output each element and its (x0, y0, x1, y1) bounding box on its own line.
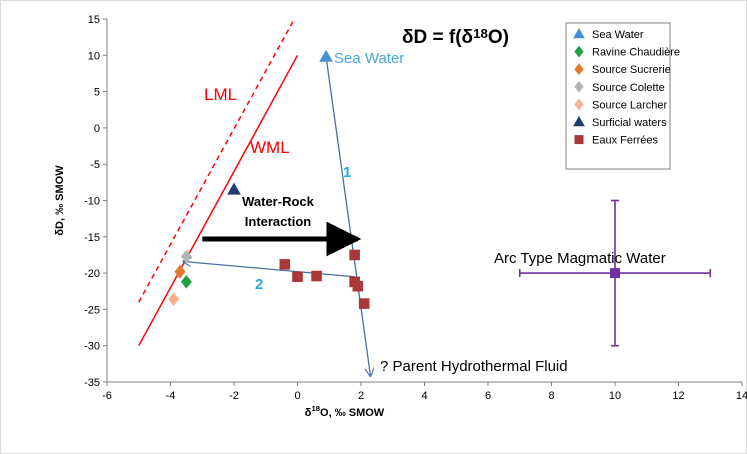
point-surficial-waters (227, 182, 241, 195)
arc-point (610, 268, 620, 279)
legend-box (565, 22, 671, 170)
x-tick-label: -4 (166, 390, 176, 402)
legend-marker (574, 45, 584, 58)
point-eaux-ferr-es (279, 259, 291, 270)
label-lml: LML (204, 85, 237, 104)
legend-marker (574, 80, 584, 93)
legend-entry-label: Surficial waters (592, 117, 667, 129)
y-tick-label: 5 (94, 87, 100, 99)
y-tick-label: -30 (84, 341, 100, 353)
legend-entry-label: Source Sucrerie (592, 64, 671, 76)
label-wml: WML (250, 138, 290, 157)
line-wml (138, 54, 299, 347)
y-tick-label: -35 (84, 377, 100, 389)
y-tick-label: -25 (84, 304, 100, 316)
label-arrow-2: 2 (255, 276, 263, 293)
chart-title: δD = f(δ18O) (402, 26, 509, 48)
y-tick-label: 10 (88, 50, 100, 62)
legend-marker (574, 98, 584, 111)
x-tick-label: 2 (358, 390, 364, 402)
point-ravine-chaudi-re (180, 275, 192, 289)
legend-marker (574, 63, 584, 76)
point-sea-water (319, 49, 333, 62)
label-arrow-1: 1 (343, 164, 351, 181)
x-tick-label: 8 (548, 390, 554, 402)
legend-marker (573, 115, 585, 127)
arrow-1 (325, 56, 370, 376)
x-tick-label: 0 (294, 390, 300, 402)
y-axis-label: δD, ‰ SMOW (54, 165, 66, 236)
x-axis-label: δ18O, ‰ SMOW (305, 404, 385, 419)
y-tick-label: -5 (90, 159, 100, 171)
point-eaux-ferr-es (311, 270, 322, 282)
legend-marker (574, 135, 584, 145)
point-eaux-ferr-es (292, 271, 303, 283)
point-eaux-ferr-es (349, 249, 360, 261)
annotations: LML WML Sea Water 1 2 Water-Rock Interaction ? … (204, 26, 712, 375)
x-tick-label: 14 (736, 390, 747, 402)
reference-lines (138, 18, 299, 347)
x-tick-label: 6 (485, 390, 491, 402)
point-eaux-ferr-es (358, 298, 370, 309)
legend-entry-label: Ravine Chaudière (592, 47, 680, 59)
y-tick-label: -10 (84, 196, 100, 208)
label-water-rock-1: Water-Rock (242, 194, 315, 209)
point-source-colette (180, 249, 192, 264)
legend-entry-label: Sea Water (592, 29, 644, 41)
label-water-rock-2: Interaction (245, 214, 312, 229)
point-source-sucrerie (174, 264, 186, 279)
x-tick-label: 4 (421, 390, 427, 402)
arrows (183, 56, 370, 376)
legend-entry-label: Source Larcher (592, 99, 668, 111)
y-tick-label: -15 (84, 232, 100, 244)
data-points (168, 49, 370, 309)
x-tick-label: 12 (672, 390, 684, 402)
x-tick-label: 10 (609, 390, 621, 402)
legend-marker (573, 27, 585, 39)
x-tick-label: -6 (102, 390, 112, 402)
y-tick-label: 0 (94, 123, 100, 135)
axes: -6 -4 -2 0 2 4 6 8 10 12 14151050-5-10-15-20-25-30… (54, 14, 747, 419)
label-arc-water: Arc Type Magmatic Water (494, 250, 666, 267)
point-eaux-ferr-es (352, 280, 364, 292)
legend-entry-label: Source Colette (592, 82, 665, 94)
arrow-2 (183, 261, 355, 278)
legend: Sea Water Ravine Chaudière Source Sucrerie… (565, 22, 680, 170)
label-sea-water: Sea Water (334, 50, 404, 67)
point-source-larcher (168, 292, 180, 307)
legend-entry-label: Eaux Ferrées (592, 135, 659, 147)
y-tick-label: 15 (88, 14, 100, 26)
y-tick-label: -20 (84, 268, 100, 280)
x-tick-label: -2 (229, 390, 239, 402)
label-parent-fluid: ? Parent Hydrothermal Fluid (380, 358, 568, 375)
